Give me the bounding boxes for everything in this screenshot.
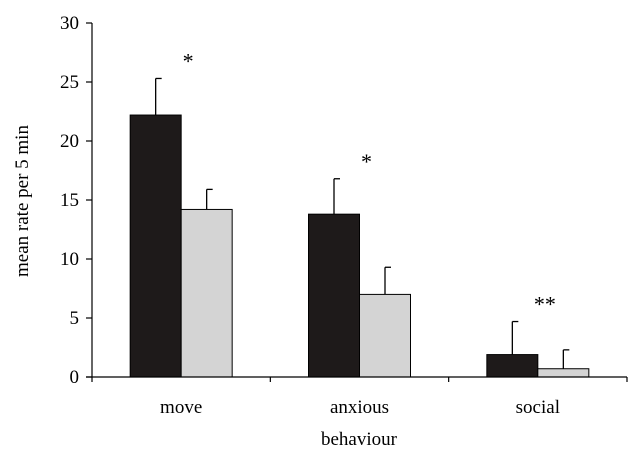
x-tick-label-move: move [160, 397, 202, 418]
bar-social-series-2 [537, 368, 590, 378]
y-tick-label-20: 20 [60, 131, 79, 152]
labels-layer: move * anxious * social ** 0 5 10 15 20 25 30 [60, 13, 560, 418]
significance-marker-move: * [183, 48, 194, 73]
bar-anxious-series-1 [308, 213, 360, 378]
bar-move-series-1 [129, 114, 182, 378]
y-tick-label-10: 10 [60, 249, 79, 270]
y-tick-label-30: 30 [60, 13, 79, 34]
x-tick-label-anxious: anxious [330, 397, 389, 418]
x-tick-label-social: social [516, 397, 560, 418]
bar-social-series-1 [486, 354, 539, 378]
y-tick-label-25: 25 [60, 72, 79, 93]
axes-layer [86, 22, 628, 382]
y-tick-label-0: 0 [70, 367, 80, 388]
bar-anxious-series-2 [359, 293, 411, 378]
significance-marker-social: ** [534, 292, 556, 317]
y-axis-label: mean rate per 5 min [12, 125, 33, 277]
y-tick-label-15: 15 [60, 190, 79, 211]
bars-layer [129, 114, 590, 378]
x-axis-label: behaviour [321, 429, 398, 450]
error-bars-layer [155, 77, 570, 369]
bar-move-series-2 [180, 208, 233, 378]
significance-marker-anxious: * [361, 149, 372, 174]
y-tick-label-5: 5 [70, 308, 80, 329]
